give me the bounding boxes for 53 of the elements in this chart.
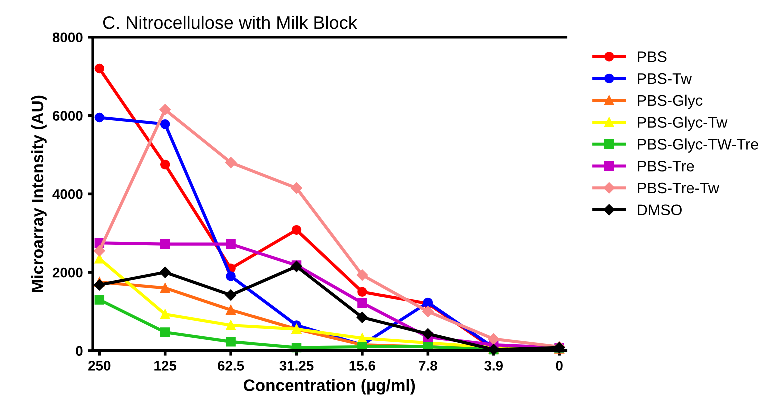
legend-label: PBS-Glyc (638, 94, 703, 110)
y-tick-label: 0 (76, 346, 83, 356)
point (422, 328, 434, 340)
point (292, 225, 302, 236)
legend-label: PBS-Tre-Tw (638, 182, 720, 194)
x-tick-label: 62.5 (218, 361, 244, 371)
point (160, 239, 170, 250)
point (226, 239, 236, 250)
point (160, 120, 170, 130)
x-tick-label: 125 (154, 361, 177, 371)
x-tick-label: 31.25 (280, 361, 314, 371)
x-tick-label: 0 (556, 361, 563, 371)
point (160, 104, 171, 116)
legend-label: PBS-Glyc-TW-Tre (638, 138, 758, 153)
point (94, 64, 105, 74)
point (226, 320, 236, 330)
x-axis-title: Concentration (µg/ml) (244, 379, 416, 395)
y-tick-label: 8000 (52, 32, 83, 43)
x-tick-label: 15.6 (350, 361, 376, 371)
point (94, 279, 106, 291)
point (160, 328, 170, 338)
point (160, 160, 170, 170)
point (291, 182, 302, 194)
point (160, 283, 170, 294)
point (488, 334, 500, 345)
x-tick-label: 250 (88, 361, 111, 371)
legend-label: PBS-Glyc-Tw (638, 116, 728, 132)
point (358, 287, 368, 298)
point (94, 295, 105, 305)
y-axis-title: Microarray Intensity (AU) (31, 96, 47, 292)
legend-label: PBS-Tw (638, 73, 692, 84)
point (225, 290, 237, 301)
x-tick-label: 7.8 (419, 361, 438, 371)
y-tick-label: 6000 (52, 111, 83, 121)
chart-title: C. Nitrocellulose with Milk Block (103, 16, 358, 30)
point (94, 245, 106, 257)
point (422, 306, 434, 318)
point (160, 310, 170, 320)
point (356, 312, 368, 324)
point (356, 270, 368, 281)
point (226, 272, 236, 282)
point (225, 157, 237, 168)
point (226, 337, 236, 347)
point (160, 266, 171, 278)
y-tick-label: 2000 (52, 268, 83, 278)
x-tick-label: 3.9 (484, 361, 504, 371)
legend-label: PBS-Tre (638, 160, 694, 172)
point (358, 298, 368, 308)
point (226, 305, 236, 316)
legend-label: DMSO (638, 204, 682, 216)
legend-label: PBS (638, 52, 667, 62)
y-tick-label: 4000 (52, 190, 83, 200)
point (94, 112, 105, 123)
